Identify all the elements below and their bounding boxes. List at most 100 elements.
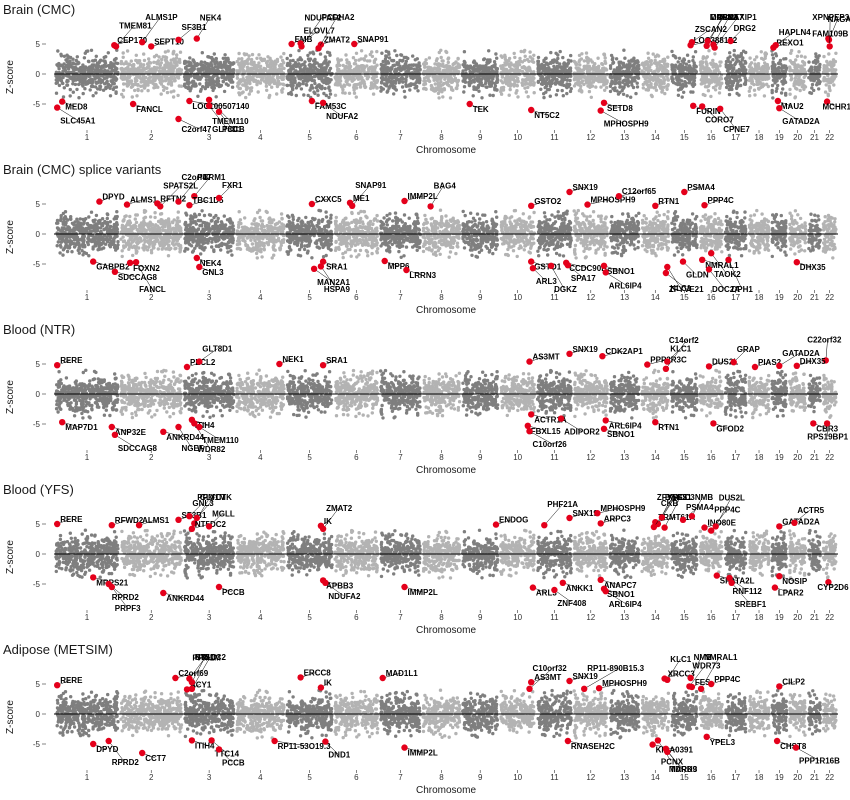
snp-point xyxy=(291,58,295,63)
snp-point xyxy=(74,58,79,63)
gene-label: MAU2 xyxy=(781,102,804,111)
snp-point xyxy=(516,60,520,65)
snp-point xyxy=(518,56,522,61)
snp-point xyxy=(509,68,514,73)
snp-point xyxy=(536,55,541,60)
snp-point xyxy=(344,53,348,57)
snp-point xyxy=(814,54,818,59)
snp-point xyxy=(615,89,619,93)
snp-point xyxy=(287,72,291,77)
snp-point xyxy=(304,67,308,71)
snp-point xyxy=(611,87,615,91)
snp-point xyxy=(777,65,781,70)
snp-point xyxy=(252,79,256,84)
snp-point xyxy=(345,82,350,86)
snp-point xyxy=(282,66,286,71)
x-tick-label: 5 xyxy=(307,133,312,142)
snp-point xyxy=(307,63,311,67)
snp-point xyxy=(619,85,624,89)
snp-point xyxy=(401,80,405,84)
snp-point xyxy=(693,50,698,54)
x-tick-label: 1 xyxy=(85,133,90,142)
snp-point xyxy=(724,59,729,64)
snp-point xyxy=(212,68,216,72)
snp-point xyxy=(599,78,603,82)
snp-point xyxy=(446,69,450,74)
snp-point xyxy=(583,75,587,79)
x-tick-label: 3 xyxy=(207,133,212,142)
snp-point xyxy=(86,59,91,63)
snp-point xyxy=(291,67,295,71)
snp-point xyxy=(235,84,240,89)
snp-point xyxy=(83,51,88,55)
snp-point xyxy=(99,81,103,85)
snp-point xyxy=(120,66,124,71)
snp-point xyxy=(128,79,133,83)
snp-point xyxy=(275,76,280,80)
snp-point xyxy=(333,93,338,98)
snp-point xyxy=(503,68,507,72)
highlight-point xyxy=(315,45,322,52)
snp-point xyxy=(810,82,815,87)
snp-point xyxy=(89,210,94,214)
snp-point xyxy=(579,57,584,61)
snp-point xyxy=(404,63,408,67)
snp-point xyxy=(628,64,632,69)
snp-point xyxy=(784,64,788,68)
snp-point xyxy=(328,88,332,93)
snp-point xyxy=(515,89,519,93)
snp-point xyxy=(811,60,816,64)
snp-point xyxy=(775,86,779,91)
snp-point xyxy=(718,76,722,80)
snp-point xyxy=(615,66,620,70)
snp-point xyxy=(142,52,146,56)
gene-label: TEK xyxy=(473,105,489,114)
snp-point xyxy=(523,54,527,58)
snp-point xyxy=(104,64,108,69)
snp-point xyxy=(515,83,519,87)
snp-point xyxy=(126,83,131,87)
snp-point xyxy=(108,66,112,70)
snp-point xyxy=(393,49,397,53)
snp-point xyxy=(133,82,138,87)
snp-point xyxy=(351,56,356,60)
snp-point xyxy=(266,55,270,59)
snp-point xyxy=(336,57,340,61)
snp-point xyxy=(140,89,144,93)
snp-point xyxy=(327,77,331,82)
snp-point xyxy=(247,54,251,58)
snp-point xyxy=(676,88,681,92)
snp-point xyxy=(318,63,322,67)
snp-point xyxy=(311,50,315,54)
snp-point xyxy=(256,90,260,94)
snp-point xyxy=(73,220,77,224)
snp-point xyxy=(439,55,443,60)
snp-point xyxy=(792,60,796,65)
snp-point xyxy=(54,74,58,78)
snp-point xyxy=(728,84,732,89)
snp-point xyxy=(387,56,392,60)
snp-point xyxy=(711,65,715,69)
gene-label: NDUFA2 xyxy=(326,112,359,121)
snp-point xyxy=(139,62,143,66)
snp-point xyxy=(759,50,763,54)
snp-point xyxy=(172,79,177,83)
snp-point xyxy=(548,94,552,98)
snp-point xyxy=(153,75,157,79)
snp-point xyxy=(221,56,225,60)
snp-point xyxy=(560,88,564,93)
snp-point xyxy=(704,66,708,70)
highlight-point xyxy=(826,43,833,50)
snp-point xyxy=(244,95,248,100)
snp-point xyxy=(499,79,503,83)
highlight-point xyxy=(704,37,711,45)
snp-point xyxy=(153,85,158,90)
snp-point xyxy=(356,77,361,81)
snp-point xyxy=(763,51,768,55)
snp-point xyxy=(75,87,79,92)
snp-point xyxy=(691,55,695,59)
snp-point xyxy=(561,94,565,98)
snp-point xyxy=(613,82,617,86)
snp-point xyxy=(770,88,774,93)
snp-point xyxy=(352,88,356,92)
